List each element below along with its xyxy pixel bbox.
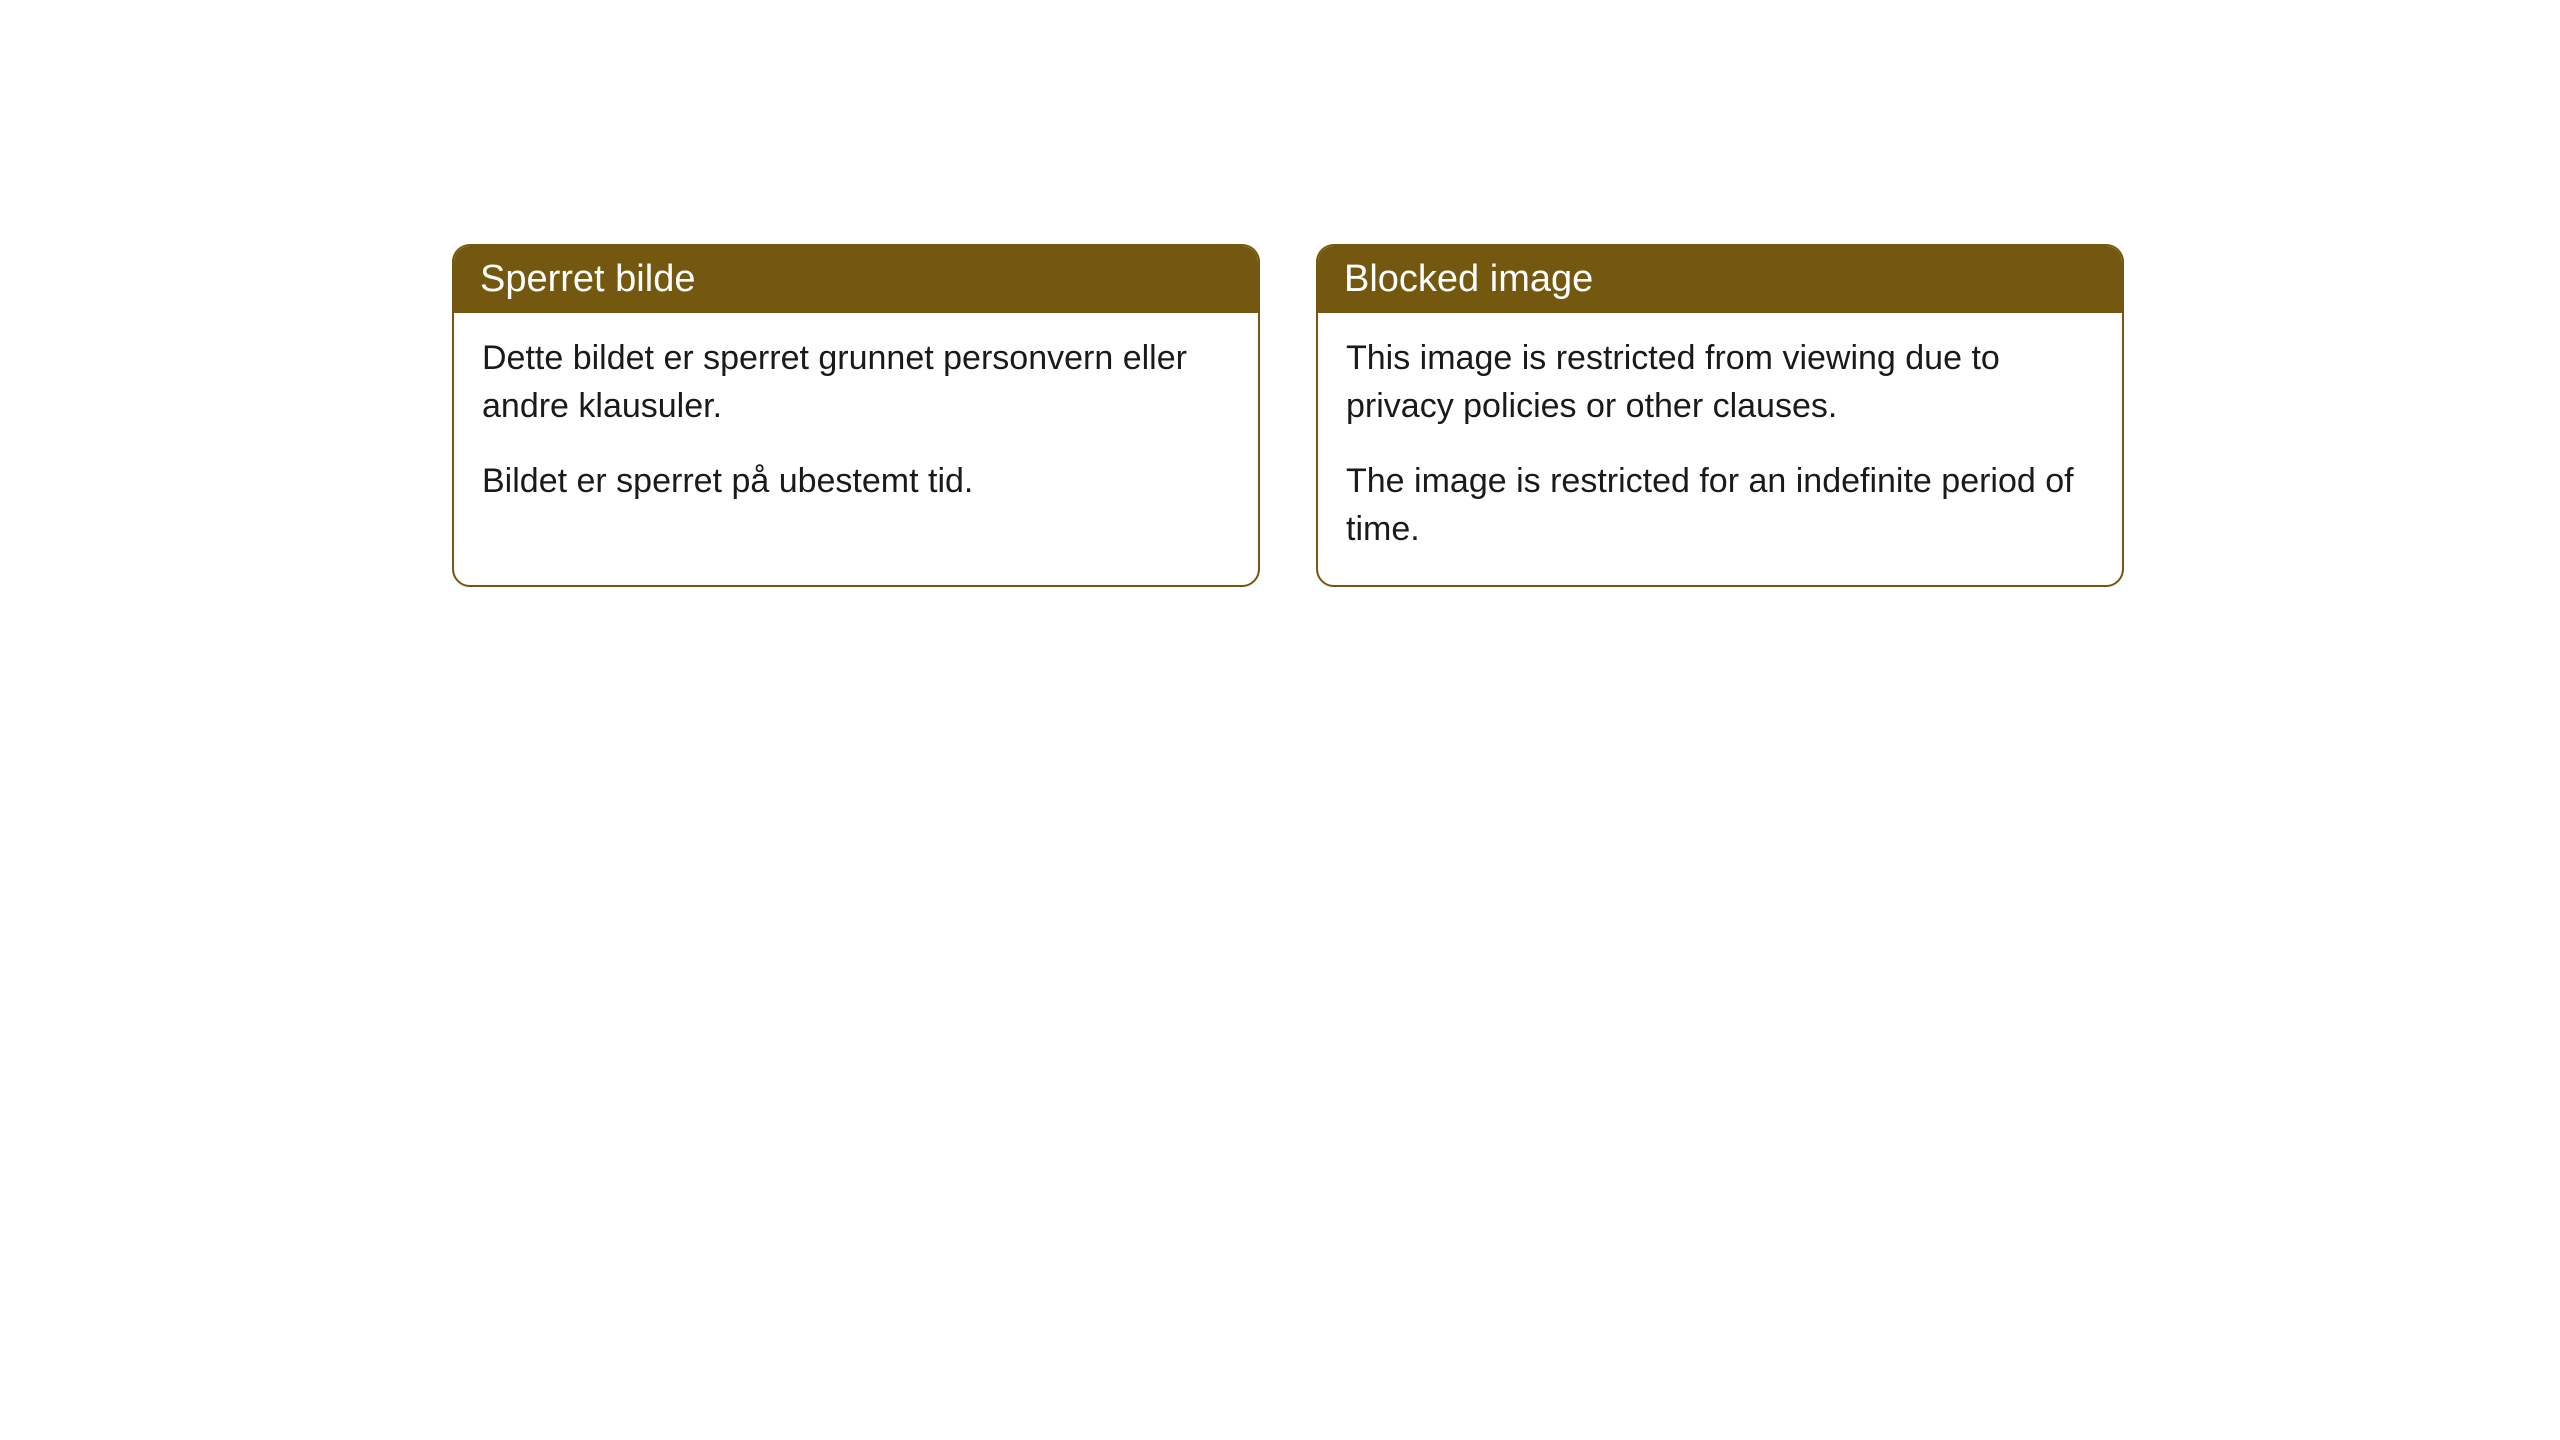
card-paragraph: Dette bildet er sperret grunnet personve… [482,335,1230,430]
card-title: Sperret bilde [480,258,695,300]
card-header: Blocked image [1318,246,2122,313]
card-body: This image is restricted from viewing du… [1318,313,2122,585]
card-body: Dette bildet er sperret grunnet personve… [454,313,1258,538]
card-paragraph: This image is restricted from viewing du… [1346,335,2094,430]
card-header: Sperret bilde [454,246,1258,313]
card-paragraph: Bildet er sperret på ubestemt tid. [482,458,1230,506]
card-title: Blocked image [1344,258,1593,300]
blocked-image-card-english: Blocked image This image is restricted f… [1316,244,2124,587]
cards-container: Sperret bilde Dette bildet er sperret gr… [452,244,2124,587]
card-paragraph: The image is restricted for an indefinit… [1346,458,2094,553]
blocked-image-card-norwegian: Sperret bilde Dette bildet er sperret gr… [452,244,1260,587]
